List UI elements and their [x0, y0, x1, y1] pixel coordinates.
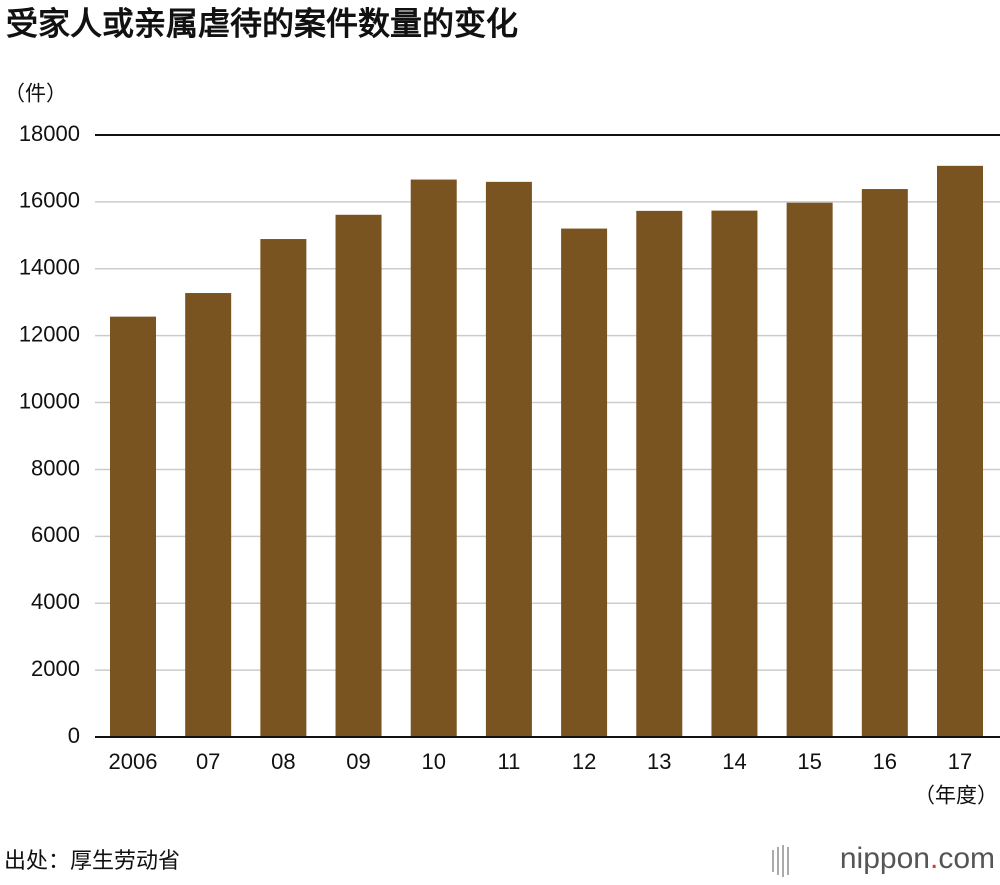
- y-tick-label: 16000: [19, 188, 80, 213]
- bar: [410, 179, 457, 738]
- x-tick-label: 10: [421, 749, 445, 774]
- bar: [110, 316, 156, 737]
- y-tick-label: 10000: [19, 388, 80, 413]
- brand: nippon.com: [840, 842, 995, 875]
- y-tick-label: 6000: [31, 522, 80, 547]
- y-tick-label: 0: [68, 723, 80, 748]
- bar: [786, 202, 833, 738]
- source: 出处：厚生劳动省: [4, 848, 180, 873]
- chart-title: 受家人或亲属虐待的案件数量的变化: [6, 5, 518, 41]
- x-tick-label: 12: [572, 749, 596, 774]
- bar: [561, 228, 608, 737]
- x-unit: （年度）: [914, 785, 998, 808]
- bar: [260, 239, 307, 738]
- bar: [711, 210, 758, 737]
- x-tick-label: 07: [196, 749, 220, 774]
- brand-part: .: [930, 842, 938, 875]
- bar: [485, 181, 532, 738]
- brand-part: com: [938, 842, 995, 875]
- x-tick-label: 09: [346, 749, 370, 774]
- bar: [861, 189, 908, 738]
- x-tick-label: 15: [797, 749, 821, 774]
- x-tick-label: 14: [722, 749, 746, 774]
- y-tick-label: 18000: [19, 121, 80, 146]
- y-tick-label: 8000: [31, 455, 80, 480]
- y-tick-label: 12000: [19, 321, 80, 346]
- y-unit: （件）: [4, 83, 67, 106]
- x-tick-label: 17: [948, 749, 972, 774]
- x-tick-label: 16: [873, 749, 897, 774]
- y-tick-label: 2000: [31, 656, 80, 681]
- brand-part: nippon: [840, 842, 930, 875]
- bar: [185, 293, 232, 737]
- x-tick-label: 2006: [109, 749, 158, 774]
- logo-bars: [772, 845, 789, 877]
- bar: [335, 214, 382, 737]
- x-tick-label: 11: [497, 749, 520, 774]
- x-tick-label: 13: [647, 749, 671, 774]
- x-tick-label: 08: [271, 749, 295, 774]
- y-tick-label: 14000: [19, 255, 80, 280]
- bar: [937, 165, 983, 737]
- bar: [636, 210, 683, 737]
- y-tick-label: 4000: [31, 589, 80, 614]
